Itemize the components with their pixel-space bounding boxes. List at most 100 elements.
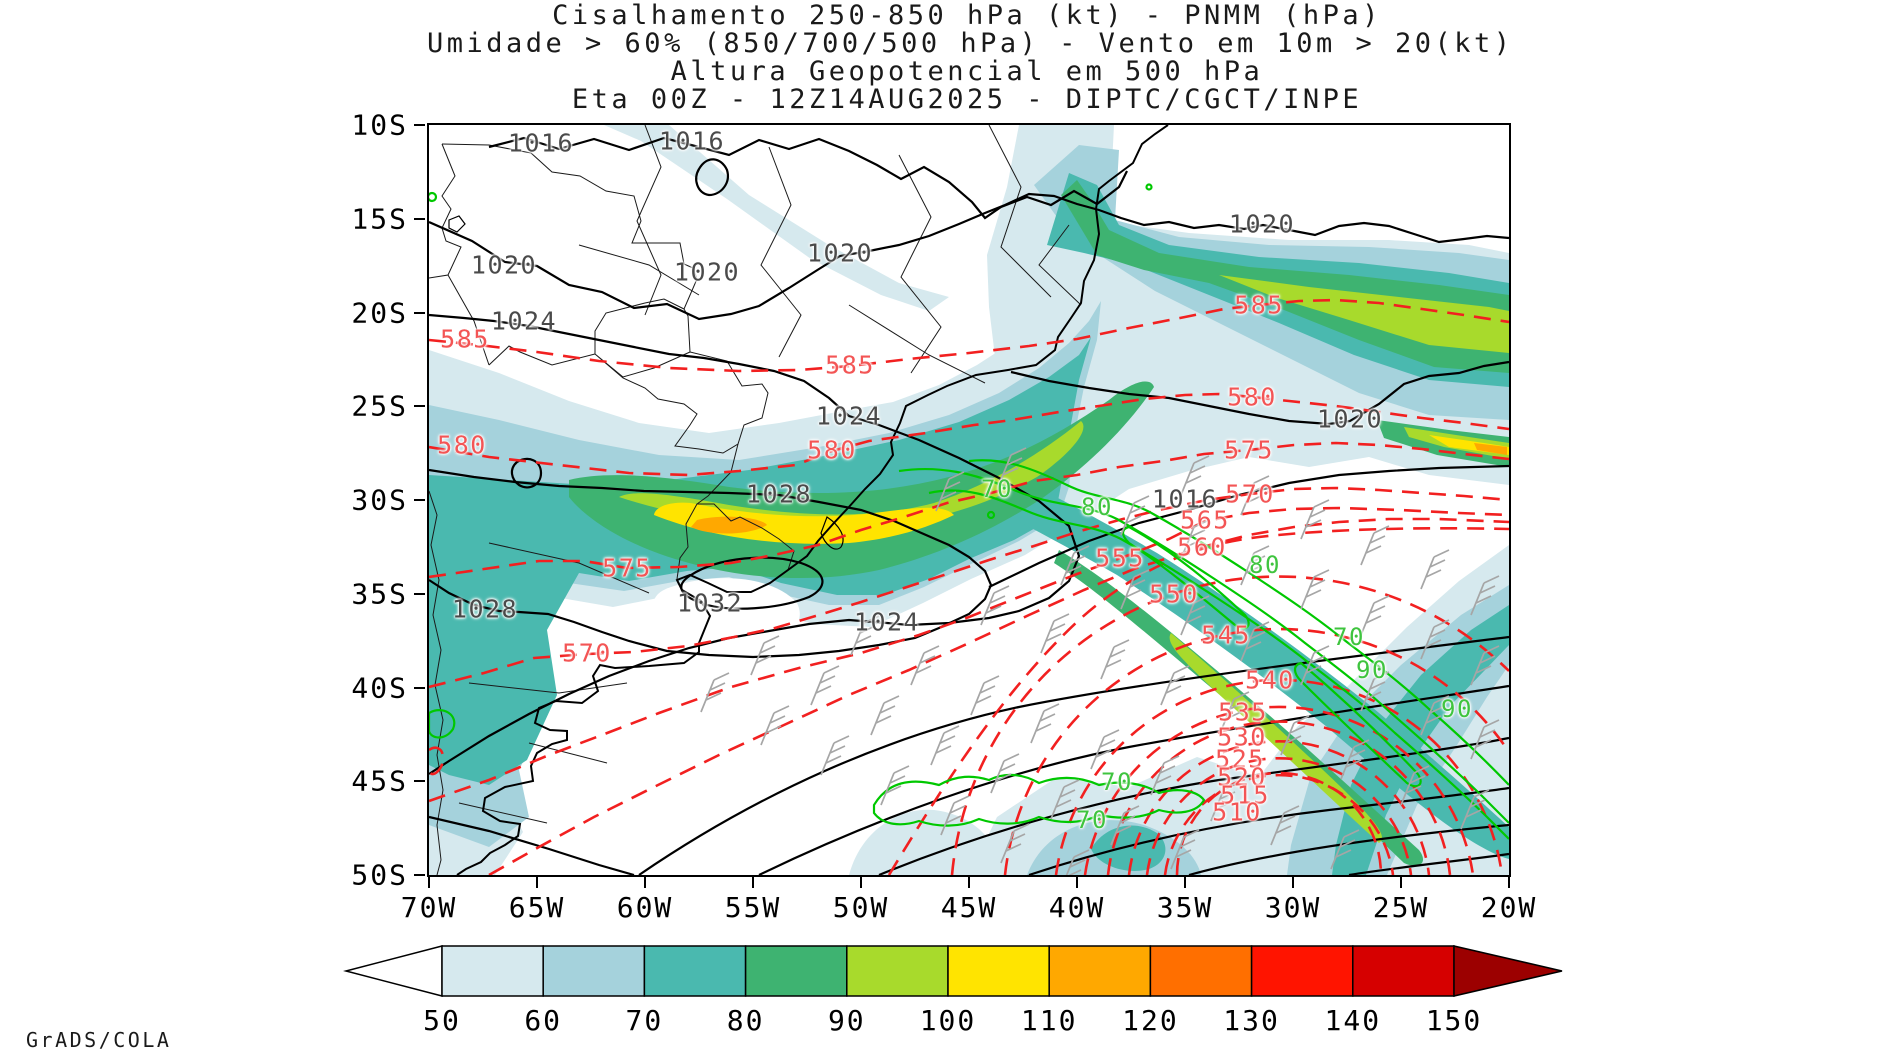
pressure-contour-label: 1024 (815, 401, 883, 431)
humidity-contour-label: 80 (1081, 493, 1113, 521)
colorbar-tick-label: 150 (1426, 1004, 1483, 1037)
title-line-2: Umidade > 60% (850/700/500 hPa) - Vento … (427, 28, 1514, 59)
x-axis-tick (752, 877, 754, 888)
height-contour-label: 530 (1217, 722, 1267, 752)
y-axis-label: 45S (351, 764, 408, 798)
height-contour-label: 570 (1225, 479, 1275, 509)
height-contour-label: 545 (1201, 620, 1251, 650)
y-axis-label: 10S (351, 108, 408, 142)
colorbar-tick-label: 130 (1223, 1004, 1280, 1037)
x-axis-label: 50W (832, 891, 890, 924)
title-line-3: Altura Geopotencial em 500 hPa (670, 56, 1264, 87)
y-axis-tick (414, 312, 425, 314)
colorbar-segment (846, 945, 949, 997)
grads-credit: GrADS/COLA (26, 1028, 172, 1052)
humidity-contour-label: 70 (1333, 623, 1365, 651)
chart-title-block: Cisalhamento 250-850 hPa (kt) - PNMM (hP… (427, 0, 1514, 114)
pressure-contour-label: 1028 (451, 594, 519, 624)
humidity-contour-label: 90 (1441, 695, 1473, 723)
colorbar-left-arrow (343, 945, 443, 997)
pressure-contour-label: 1016 (658, 126, 726, 156)
height-contour-label: 575 (602, 553, 652, 583)
colorbar-segment (643, 945, 747, 997)
height-contour-label: 585 (440, 324, 490, 354)
x-axis-tick (536, 877, 538, 888)
height-contour-label: 585 (1234, 290, 1284, 320)
height-contour-label: 535 (1218, 697, 1268, 727)
colorbar-segment (542, 945, 646, 997)
y-axis-tick (414, 780, 425, 782)
colorbar-tick-label: 60 (524, 1004, 562, 1037)
humidity-contour-label: 80 (1249, 551, 1281, 579)
x-axis-tick (1508, 877, 1510, 888)
pressure-contour-label: 1024 (853, 607, 921, 637)
pressure-contour-label: 1020 (1228, 209, 1296, 239)
map-plot-area: 1016 1016 1020 1020 1020 1020 1024 1024 1020 1016… (427, 123, 1511, 877)
map-graphics (429, 125, 1509, 875)
colorbar-segment (1352, 945, 1455, 997)
colorbar-tick-label: 120 (1122, 1004, 1179, 1037)
y-axis-label: 50S (351, 858, 408, 892)
y-axis-tick (414, 218, 425, 220)
height-contour-label: 580 (1227, 382, 1277, 412)
colorbar-segment (947, 945, 1050, 997)
y-axis-tick (414, 593, 425, 595)
x-axis-label: 70W (400, 891, 458, 924)
height-contour-label: 580 (807, 435, 857, 465)
y-axis-label: 20S (351, 296, 408, 330)
y-axis-tick (414, 124, 425, 126)
shear-colorbar: 50 60 70 80 90 100 110 120 130 140 150 (343, 945, 1563, 1037)
y-axis-tick (414, 405, 425, 407)
x-axis-tick (1076, 877, 1078, 888)
colorbar-tick-label: 70 (626, 1004, 664, 1037)
x-axis-label: 65W (508, 891, 566, 924)
geopotential-contours-layer (429, 298, 1509, 875)
colorbar-tick-label: 90 (828, 1004, 866, 1037)
pressure-contour-label: 1020 (673, 257, 741, 287)
x-axis-label: 30W (1264, 891, 1322, 924)
pressure-contour-label: 1024 (490, 306, 558, 336)
contour-labels-layer: 1016 1016 1020 1020 1020 1020 1024 1024 1020 1016… (429, 125, 1509, 875)
title-line-1: Cisalhamento 250-850 hPa (kt) - PNMM (hP… (552, 0, 1382, 31)
colorbar-segment (744, 945, 848, 997)
height-contour-label: 565 (1180, 505, 1230, 535)
y-axis-tick (414, 874, 425, 876)
pressure-contour-label: 1020 (470, 250, 538, 280)
pressure-contour-label: 1016 (507, 128, 575, 158)
x-axis-label: 25W (1372, 891, 1430, 924)
x-axis-label: 20W (1480, 891, 1538, 924)
height-contour-label: 510 (1212, 797, 1262, 827)
colorbar-tick-label: 140 (1325, 1004, 1382, 1037)
x-axis-tick (1184, 877, 1186, 888)
x-axis-tick (1400, 877, 1402, 888)
y-axis-tick (414, 687, 425, 689)
x-axis-label: 60W (616, 891, 674, 924)
colorbar-tick-label: 80 (727, 1004, 765, 1037)
height-contour-label: 570 (562, 638, 612, 668)
humidity-contours-layer (429, 183, 1509, 840)
height-contour-label: 550 (1149, 579, 1199, 609)
x-axis-tick (644, 877, 646, 888)
colorbar-right-arrow (1453, 945, 1563, 997)
pressure-contour-label: 1016 (1151, 484, 1219, 514)
x-axis-tick (968, 877, 970, 888)
colorbar-tick-label: 110 (1021, 1004, 1078, 1037)
pressure-contour-label: 1020 (1316, 404, 1384, 434)
y-axis-tick (414, 499, 425, 501)
height-contour-label: 515 (1220, 780, 1270, 810)
colorbar-segment (1149, 945, 1253, 997)
y-axis-label: 25S (351, 389, 408, 423)
height-contour-label: 560 (1177, 532, 1227, 562)
x-axis-tick (1292, 877, 1294, 888)
y-axis-label: 30S (351, 483, 408, 517)
pressure-contour-label: 1028 (745, 479, 813, 509)
colorbar-segment (1250, 945, 1354, 997)
x-axis-label: 35W (1156, 891, 1214, 924)
height-contour-label: 555 (1095, 543, 1145, 573)
humidity-contour-label: 70 (1101, 768, 1133, 796)
pressure-contour-label: 1020 (806, 238, 874, 268)
height-contour-label: 580 (437, 430, 487, 460)
x-axis-tick (860, 877, 862, 888)
x-axis-label: 45W (940, 891, 998, 924)
x-axis-tick (428, 877, 430, 888)
